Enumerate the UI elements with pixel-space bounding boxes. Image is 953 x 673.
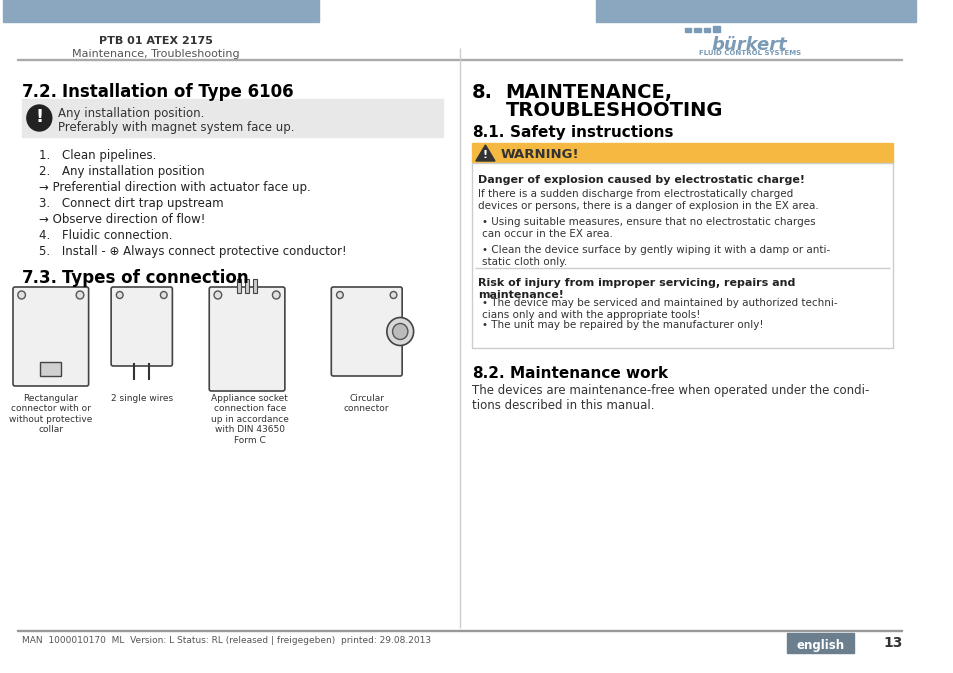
Text: 8.: 8. xyxy=(472,83,493,102)
Text: 13: 13 xyxy=(882,636,902,650)
Text: 3. Connect dirt trap upstream: 3. Connect dirt trap upstream xyxy=(39,197,224,210)
Polygon shape xyxy=(476,145,495,161)
Bar xyxy=(17,59,901,60)
Text: !: ! xyxy=(35,108,43,126)
Text: • Clean the device surface by gently wiping it with a damp or anti-
static cloth: • Clean the device surface by gently wip… xyxy=(481,245,829,267)
FancyBboxPatch shape xyxy=(13,287,89,386)
Bar xyxy=(3,0,318,22)
Text: PTB 01 ATEX 2175: PTB 01 ATEX 2175 xyxy=(99,36,213,46)
Text: • Using suitable measures, ensure that no electrostatic charges
can occur in the: • Using suitable measures, ensure that n… xyxy=(481,217,815,239)
Text: 7.3.: 7.3. xyxy=(22,269,58,287)
Text: → Observe direction of flow!: → Observe direction of flow! xyxy=(39,213,206,226)
Text: 4. Fluidic connection.: 4. Fluidic connection. xyxy=(39,229,172,242)
Text: TROUBLESHOOTING: TROUBLESHOOTING xyxy=(505,101,722,120)
FancyBboxPatch shape xyxy=(209,287,285,391)
FancyBboxPatch shape xyxy=(111,287,172,366)
Text: If there is a sudden discharge from electrostatically charged
devices or persons: If there is a sudden discharge from elec… xyxy=(477,189,818,211)
Bar xyxy=(253,279,256,293)
Text: → Preferential direction with actuator face up.: → Preferential direction with actuator f… xyxy=(39,181,311,194)
Text: 1. Clean pipelines.: 1. Clean pipelines. xyxy=(39,149,156,162)
Circle shape xyxy=(76,291,84,299)
Circle shape xyxy=(273,291,280,299)
Circle shape xyxy=(116,291,123,299)
Text: Maintenance, Troubleshooting: Maintenance, Troubleshooting xyxy=(72,49,239,59)
Text: MAINTENANCE,: MAINTENANCE, xyxy=(505,83,672,102)
Text: MAN  1000010170  ML  Version: L Status: RL (released | freigegeben)  printed: 29: MAN 1000010170 ML Version: L Status: RL … xyxy=(22,636,431,645)
Text: Installation of Type 6106: Installation of Type 6106 xyxy=(62,83,294,101)
Bar xyxy=(596,0,915,22)
Text: 7.2.: 7.2. xyxy=(22,83,58,101)
Bar xyxy=(684,28,691,32)
Text: WARNING!: WARNING! xyxy=(500,148,578,161)
Text: 2 single wires: 2 single wires xyxy=(111,394,172,403)
Circle shape xyxy=(213,291,221,299)
Text: 8.2.: 8.2. xyxy=(472,366,504,381)
Text: FLUID CONTROL SYSTEMS: FLUID CONTROL SYSTEMS xyxy=(698,50,800,56)
Bar xyxy=(40,362,61,376)
Text: Any installation position.: Any installation position. xyxy=(58,107,205,120)
Circle shape xyxy=(27,105,51,131)
Text: 5. Install - ⊕ Always connect protective conductor!: 5. Install - ⊕ Always connect protective… xyxy=(39,245,347,258)
Text: Rectangular
connector with or
without protective
collar: Rectangular connector with or without pr… xyxy=(10,394,92,434)
Text: Danger of explosion caused by electrostatic charge!: Danger of explosion caused by electrosta… xyxy=(477,175,804,185)
Text: bürkert: bürkert xyxy=(711,36,786,54)
Bar xyxy=(694,28,700,32)
Bar xyxy=(472,143,892,163)
Circle shape xyxy=(18,291,26,299)
Text: english: english xyxy=(796,639,843,652)
Text: Maintenance work: Maintenance work xyxy=(510,366,668,381)
Text: • The unit may be repaired by the manufacturer only!: • The unit may be repaired by the manufa… xyxy=(481,320,762,330)
Text: !: ! xyxy=(482,150,488,160)
Text: Safety instructions: Safety instructions xyxy=(510,125,673,140)
Bar xyxy=(22,99,443,137)
Circle shape xyxy=(160,291,167,299)
Bar xyxy=(237,279,241,293)
Bar xyxy=(786,633,853,653)
FancyBboxPatch shape xyxy=(331,287,402,376)
Text: Risk of injury from improper servicing, repairs and
maintenance!: Risk of injury from improper servicing, … xyxy=(477,278,794,299)
Text: The devices are maintenance-free when operated under the condi-
tions described : The devices are maintenance-free when op… xyxy=(472,384,868,412)
Text: Types of connection: Types of connection xyxy=(62,269,249,287)
Text: Appliance socket
connection face
up in accordance
with DIN 43650
Form C: Appliance socket connection face up in a… xyxy=(211,394,289,445)
Bar xyxy=(472,163,892,348)
Circle shape xyxy=(392,324,408,339)
Text: Preferably with magnet system face up.: Preferably with magnet system face up. xyxy=(58,121,294,134)
Circle shape xyxy=(386,318,414,345)
Circle shape xyxy=(390,291,396,299)
Bar xyxy=(245,279,249,293)
Bar xyxy=(713,26,720,32)
Text: 2. Any installation position: 2. Any installation position xyxy=(39,165,205,178)
Text: Circular
connector: Circular connector xyxy=(344,394,389,413)
Text: 8.1.: 8.1. xyxy=(472,125,504,140)
Bar xyxy=(703,28,710,32)
Circle shape xyxy=(336,291,343,299)
Text: • The device may be serviced and maintained by authorized techni-
cians only and: • The device may be serviced and maintai… xyxy=(481,298,837,320)
